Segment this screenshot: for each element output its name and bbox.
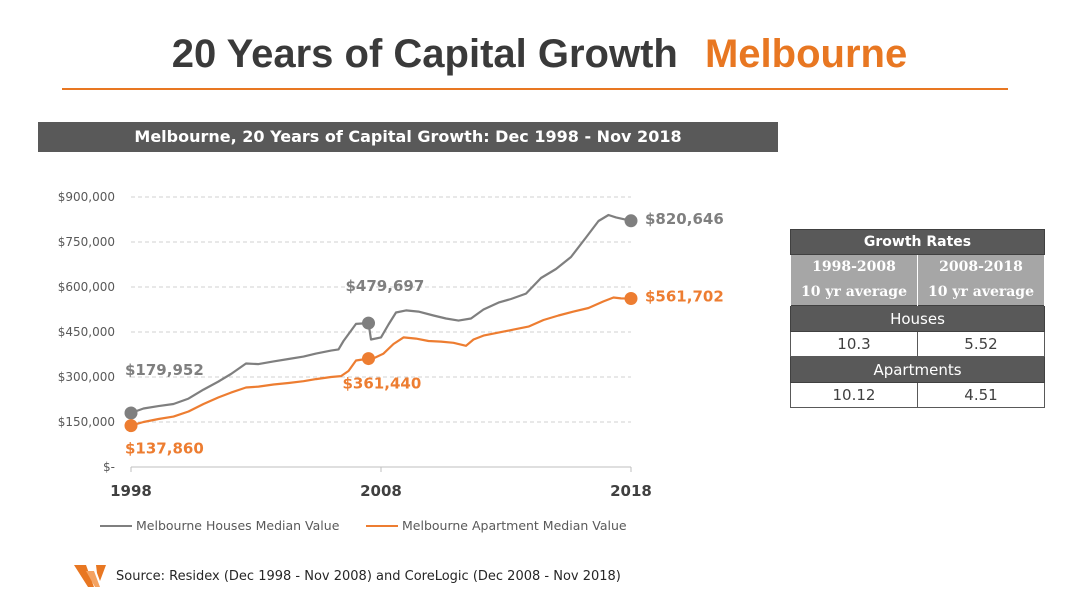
grid-lines xyxy=(131,196,631,423)
houses-growth-1998-2008: 10.3 xyxy=(790,331,918,357)
growth-table-col1-header: 1998-2008 10 yr average xyxy=(790,254,918,306)
x-tick-label: 2008 xyxy=(360,482,402,500)
apartments-growth-1998-2008: 10.12 xyxy=(790,382,918,408)
data-label: $820,646 xyxy=(645,210,724,228)
col2-header-line2: 10 yr average xyxy=(928,284,1034,300)
data-point-marker xyxy=(124,419,138,433)
col2-header-line1: 2008-2018 xyxy=(939,259,1023,275)
data-label: $179,952 xyxy=(125,361,204,379)
y-tick-label: $450,000 xyxy=(58,325,115,339)
orange-chevron-logo-icon xyxy=(74,565,106,587)
y-tick-label: $600,000 xyxy=(58,280,115,294)
data-point-marker xyxy=(362,316,375,330)
houses-growth-2008-2018: 5.52 xyxy=(917,331,1045,357)
series-lines xyxy=(124,213,638,433)
x-tick-label: 1998 xyxy=(110,482,152,500)
x-tick-label: 2018 xyxy=(610,482,652,500)
slide-title-accent: Melbourne xyxy=(704,32,908,76)
data-point-marker xyxy=(362,352,375,366)
y-tick-label: $750,000 xyxy=(58,235,115,249)
houses-section-header: Houses xyxy=(790,305,1045,332)
data-point-marker xyxy=(624,291,638,305)
data-label: $361,440 xyxy=(343,375,422,393)
data-labels: $179,952 $479,697 $820,646 $137,860 $361,440… xyxy=(125,210,724,458)
legend-label-houses: Melbourne Houses Median Value xyxy=(136,518,340,533)
data-point-marker xyxy=(124,406,138,420)
y-tick-label: $150,000 xyxy=(58,415,115,429)
growth-table-col2-header: 2008-2018 10 yr average xyxy=(917,254,1045,306)
slide-title: 20 Years of Capital Growth Melbourne xyxy=(0,28,1079,80)
legend-label-apartments: Melbourne Apartment Median Value xyxy=(402,518,627,533)
slide-title-main: 20 Years of Capital Growth xyxy=(171,32,678,76)
growth-rates-table: Growth Rates 1998-2008 10 yr average 200… xyxy=(790,229,1045,408)
y-tick-label: $- xyxy=(103,460,115,474)
col1-header-line2: 10 yr average xyxy=(801,284,907,300)
data-label: $137,860 xyxy=(125,440,204,458)
col1-header-line1: 1998-2008 xyxy=(812,259,896,275)
data-label: $479,697 xyxy=(346,277,425,295)
growth-table-title: Growth Rates xyxy=(790,229,1045,255)
series-line-houses xyxy=(130,213,632,415)
apartments-section-header: Apartments xyxy=(790,356,1045,383)
chart-title: Melbourne, 20 Years of Capital Growth: D… xyxy=(38,122,778,152)
y-tick-label: $900,000 xyxy=(58,190,115,204)
apartments-growth-2008-2018: 4.51 xyxy=(917,382,1045,408)
line-chart: $- $150,000 $300,000 $450,000 $600,000 $750,0… xyxy=(58,190,724,533)
source-text: Source: Residex (Dec 1998 - Nov 2008) an… xyxy=(116,568,621,584)
data-label: $561,702 xyxy=(645,287,724,305)
axes: $- $150,000 $300,000 $450,000 $600,000 $750,0… xyxy=(58,190,652,500)
data-point-marker xyxy=(624,214,638,228)
y-tick-label: $300,000 xyxy=(58,370,115,384)
title-divider xyxy=(62,88,1008,90)
series-line-apartments xyxy=(130,296,632,427)
source-footer: Source: Residex (Dec 1998 - Nov 2008) an… xyxy=(72,560,621,592)
legend: Melbourne Houses Median Value Melbourne A… xyxy=(100,518,627,533)
